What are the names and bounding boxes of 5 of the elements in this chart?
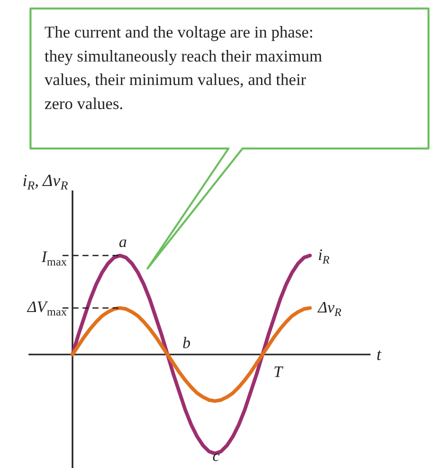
x-axis-title: t [376, 345, 382, 364]
annotation: b [182, 335, 190, 352]
text: a [118, 234, 127, 251]
text: The current and the voltage are in phase: they simultaneously reach their maximum values, their minimum values, and their zero values. [44, 22, 322, 113]
annotation: T [274, 364, 284, 381]
